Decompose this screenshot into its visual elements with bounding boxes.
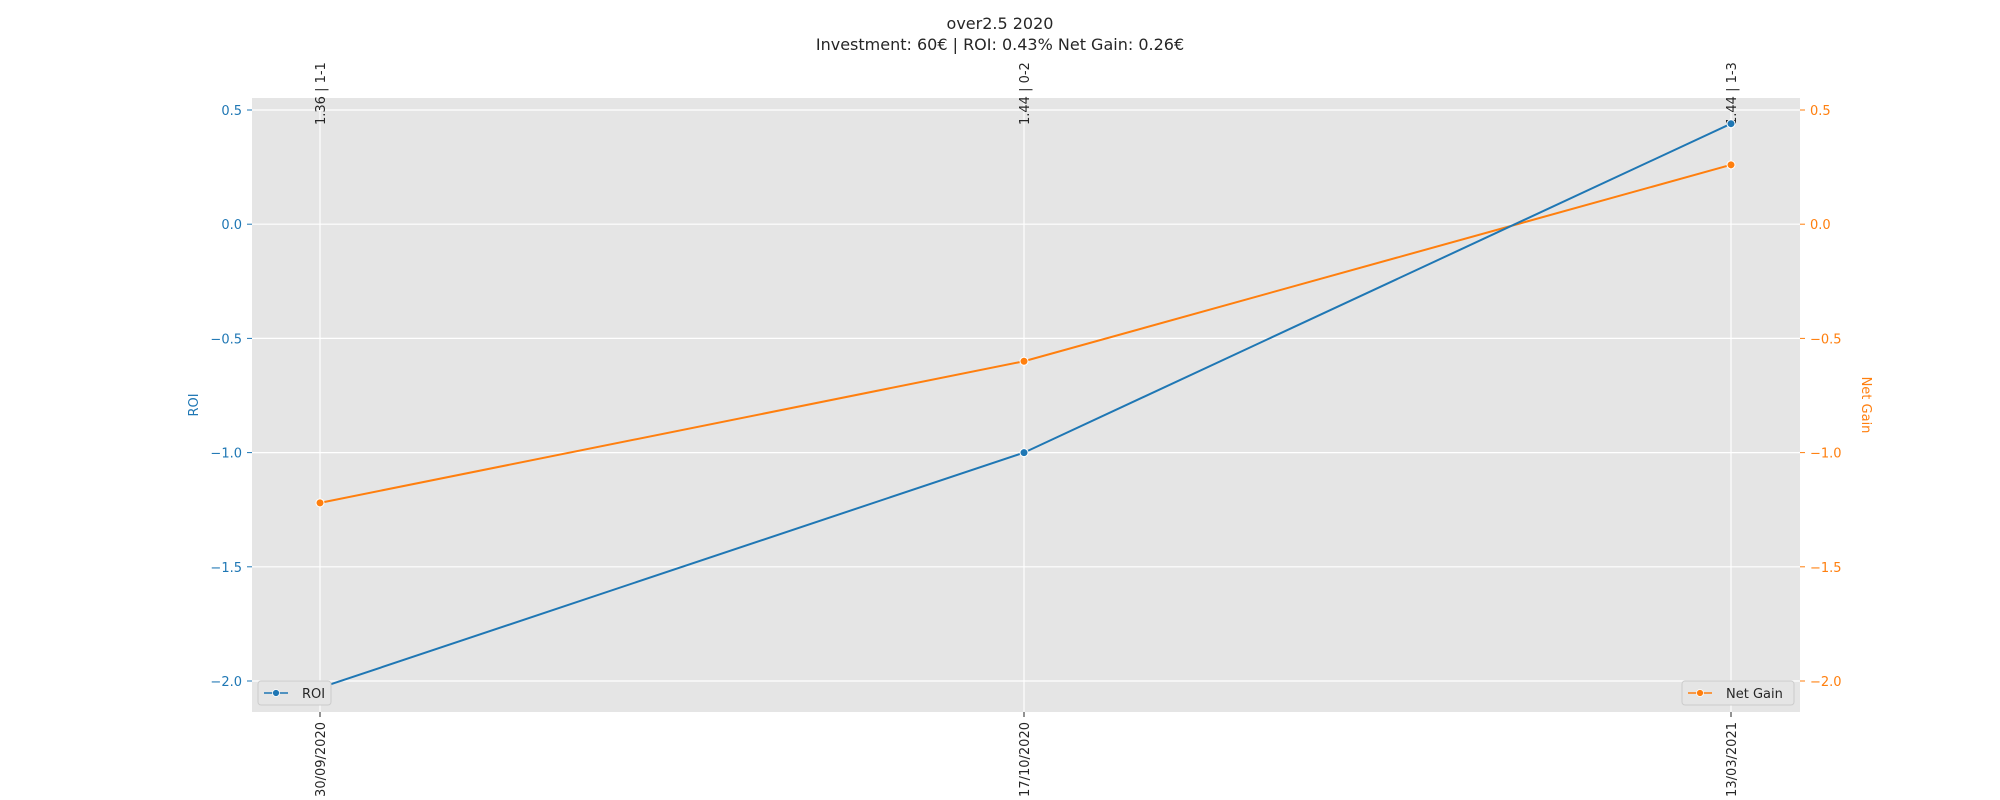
left-y-tick-label: 0.0 [221,218,242,233]
series-layer [315,119,1736,693]
net-gain-point [315,498,325,508]
chart-subtitle: Investment: 60€ | ROI: 0.43% Net Gain: 0… [816,35,1184,54]
left-y-axis: −2.0 −1.5 −1.0 −0.5 0.0 0.5 [210,104,252,690]
roi-point [1019,448,1029,458]
left-y-tick-label: −0.5 [210,332,242,347]
plot-area [252,98,1800,712]
chart-title: over2.5 2020 [947,14,1054,33]
legend-roi-label: ROI [302,687,325,702]
legend-net-gain-marker [1696,689,1704,697]
right-y-tick-label: −2.0 [1810,675,1842,690]
right-y-tick-label: 0.5 [1810,104,1831,119]
net-gain-point [1019,356,1029,366]
top-annotation-label: 1.44 | 1-3 [1725,62,1740,125]
left-axis-label: ROI [187,393,202,416]
x-tick-label: 17/10/2020 [1018,722,1033,797]
net-gain-point [1726,160,1736,170]
left-y-tick-label: −2.0 [210,675,242,690]
top-annotation-label: 1.44 | 0-2 [1018,62,1033,125]
right-y-axis: −2.0 −1.5 −1.0 −0.5 0.0 0.5 [1800,104,1842,690]
legend-roi: ROI [257,680,332,706]
left-y-tick-label: −1.5 [210,561,242,576]
top-annotation-label: 1.36 | 1-1 [314,62,329,125]
x-tick-label: 30/09/2020 [314,722,329,797]
x-tick-label: 13/03/2021 [1725,722,1740,797]
legend-net-gain: Net Gain [1681,680,1795,706]
x-axis: 30/09/2020 17/10/2020 13/03/2021 [314,712,1740,797]
top-annotations: 1.36 | 1-1 1.44 | 0-2 1.44 | 1-3 [314,62,1740,125]
right-y-tick-label: −1.0 [1810,447,1842,462]
right-axis-label: Net Gain [1858,377,1873,434]
legend-roi-marker [272,689,280,697]
legend-net-gain-label: Net Gain [1726,687,1783,702]
right-y-tick-label: −0.5 [1810,332,1842,347]
right-y-tick-label: 0.0 [1810,218,1831,233]
left-y-tick-label: −1.0 [210,447,242,462]
roi-point [1726,119,1736,129]
right-y-tick-label: −1.5 [1810,561,1842,576]
left-y-tick-label: 0.5 [221,104,242,119]
